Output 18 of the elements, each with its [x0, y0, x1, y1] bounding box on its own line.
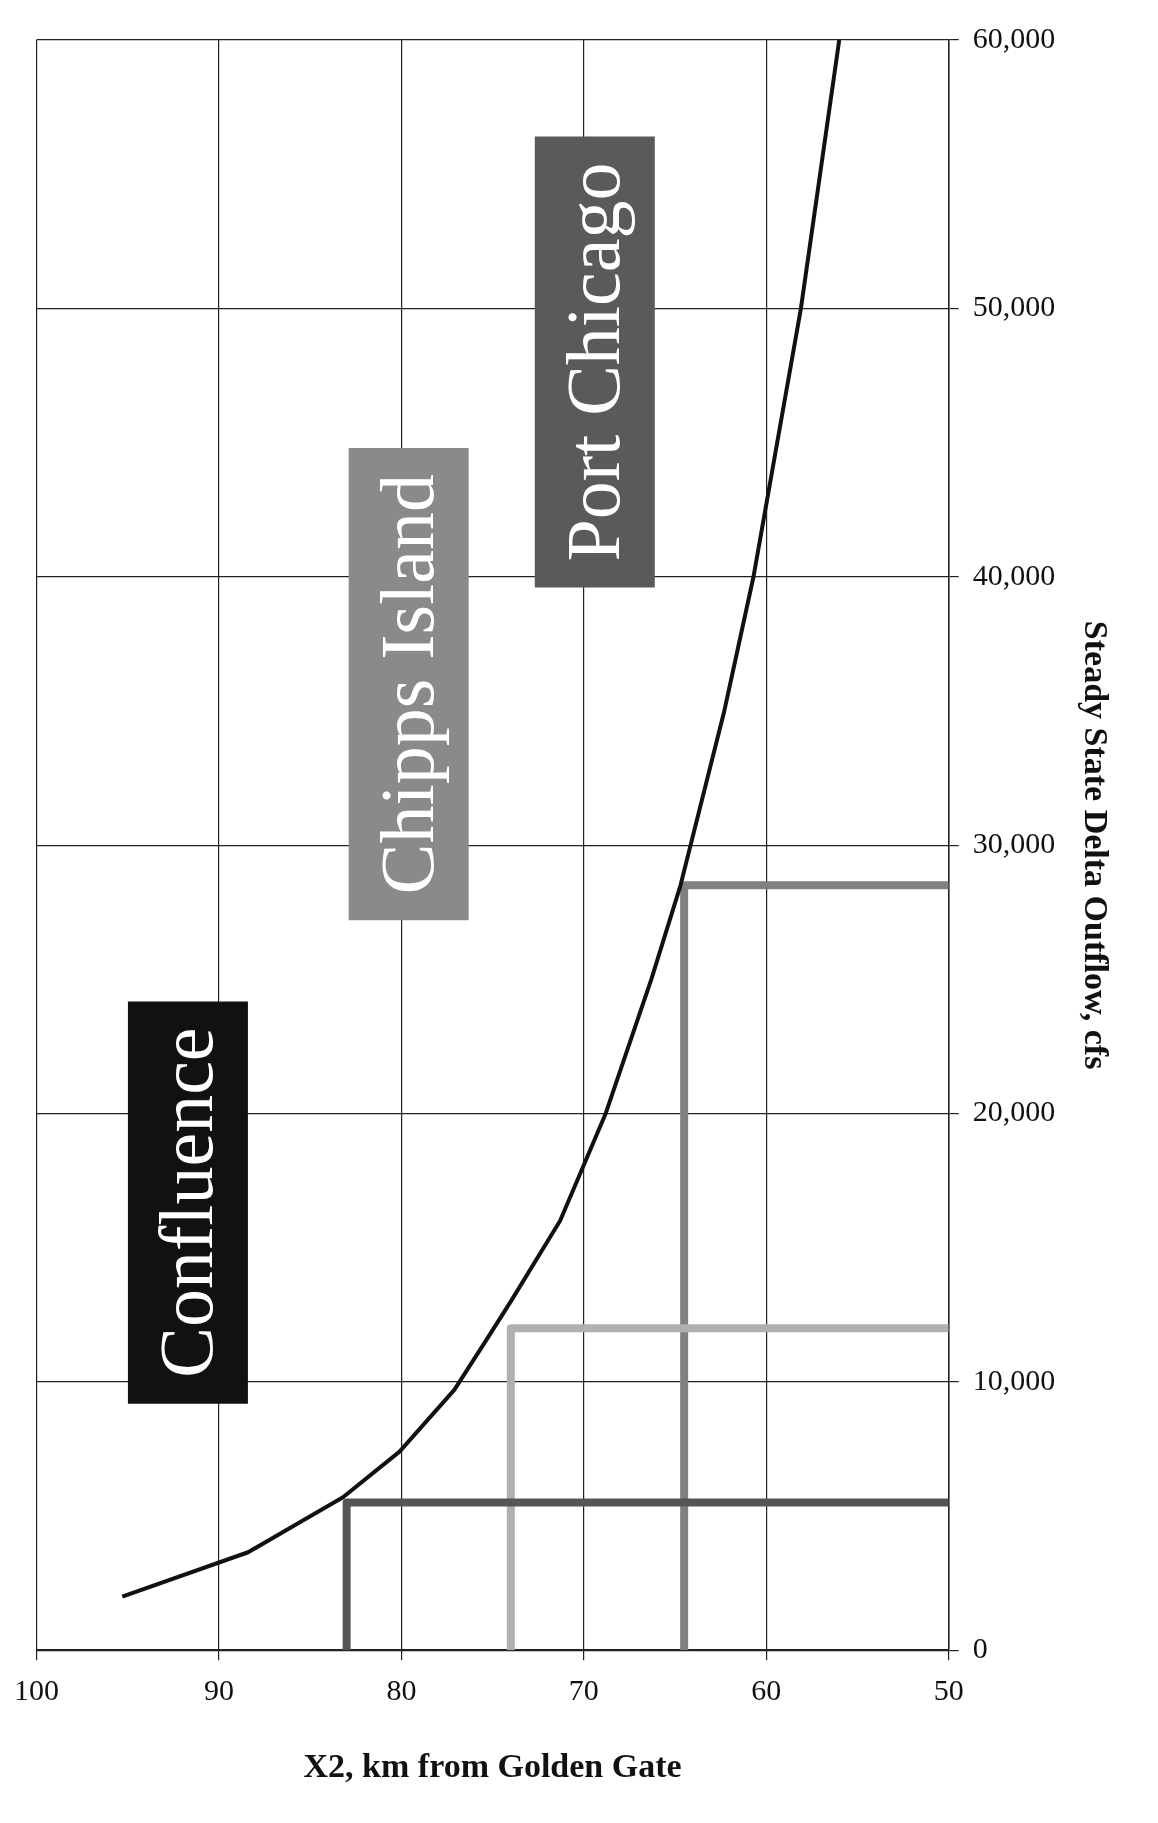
- x-tick-label: 90: [203, 1673, 234, 1707]
- y-tick-label: 60,000: [972, 20, 1056, 54]
- annotation: Confluence: [143, 1027, 228, 1378]
- x-tick-label: 50: [933, 1673, 964, 1707]
- x-tick-label: 80: [386, 1673, 417, 1707]
- annotation: Chipps Island: [364, 474, 449, 895]
- y-tick-label: 50,000: [972, 289, 1056, 323]
- y-tick-label: 10,000: [972, 1362, 1056, 1396]
- y-tick-label: 30,000: [972, 825, 1056, 859]
- annotation: Port Chicago: [550, 162, 635, 562]
- y-tick-label: 0: [972, 1631, 988, 1665]
- x-axis-title: X2, km from Golden Gate: [303, 1747, 682, 1785]
- x-tick-label: 60: [751, 1673, 782, 1707]
- y-tick-label: 20,000: [972, 1094, 1056, 1128]
- y-tick-label: 40,000: [972, 557, 1056, 591]
- y-axis-title: Steady State Delta Outflow, cfs: [1077, 620, 1115, 1070]
- x-tick-label: 100: [14, 1673, 59, 1707]
- x-tick-label: 70: [568, 1673, 599, 1707]
